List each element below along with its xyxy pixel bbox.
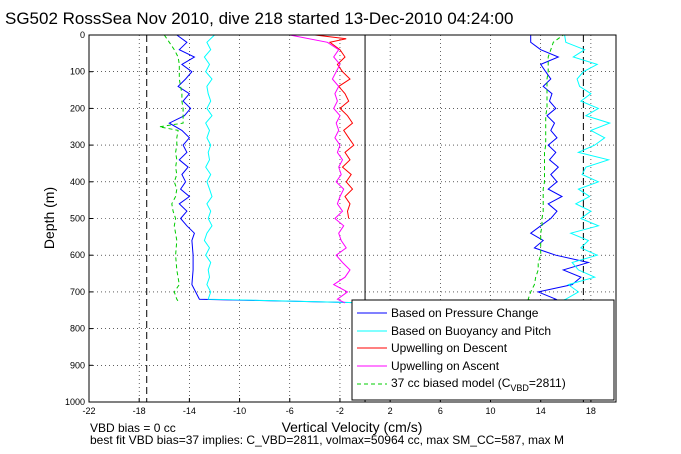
chart-title: SG502 RossSea Nov 2010, dive 218 started… xyxy=(5,9,513,28)
vbd-bias-text: VBD bias = 0 cc xyxy=(90,421,176,435)
legend-label-pressure: Based on Pressure Change xyxy=(391,306,539,320)
y-tick-label: 300 xyxy=(70,140,85,150)
legend-label-model-prefix: 37 cc biased model (C xyxy=(391,376,511,390)
legend-box xyxy=(351,299,615,401)
x-tick-label: 2 xyxy=(388,406,393,416)
best-fit-text: best fit VBD bias=37 implies: C_VBD=2811… xyxy=(90,433,564,447)
y-tick-label: 900 xyxy=(70,360,85,370)
y-tick-label: 700 xyxy=(70,287,85,297)
y-tick-label: 100 xyxy=(70,67,85,77)
series-line-based-on-pressure-change xyxy=(529,35,591,304)
y-tick-label: 1000 xyxy=(65,397,85,407)
series-line-upwelling-on-ascent xyxy=(289,34,351,304)
legend-label-model-subscript: VBD xyxy=(510,383,529,393)
x-axis-label: Vertical Velocity (cm/s) xyxy=(282,419,423,435)
y-tick-label: 0 xyxy=(80,30,85,40)
x-tick-label: -18 xyxy=(133,406,146,416)
y-axis-label: Depth (m) xyxy=(41,187,57,249)
legend-label-model-suffix: =2811) xyxy=(529,376,566,390)
y-tick-label: 400 xyxy=(70,177,85,187)
legend-label-descent: Upwelling on Descent xyxy=(391,341,508,355)
legend-label-buoyancy: Based on Buoyancy and Pitch xyxy=(391,324,551,338)
x-tick-label: -14 xyxy=(183,406,196,416)
x-tick-label: -6 xyxy=(286,406,294,416)
y-tick-label: 800 xyxy=(70,324,85,334)
x-tick-label: 10 xyxy=(486,406,496,416)
legend-label-ascent: Upwelling on Ascent xyxy=(391,359,500,373)
x-tick-label: 18 xyxy=(586,406,596,416)
x-tick-label: 14 xyxy=(536,406,546,416)
legend: Based on Pressure Change Based on Buoyan… xyxy=(351,299,615,401)
series-line-upwelling-on-descent xyxy=(314,34,355,219)
series-line-based-on-buoyancy-and-pitch xyxy=(203,34,366,304)
x-tick-label: -2 xyxy=(336,406,344,416)
series-line-37-cc-biased-model-cvbd-2811 xyxy=(159,34,184,304)
x-tick-label: -22 xyxy=(82,406,95,416)
series-layer xyxy=(159,34,612,304)
series-line-based-on-buoyancy-and-pitch xyxy=(555,34,612,304)
legend-label-model: 37 cc biased model (CVBD=2811) xyxy=(391,376,566,393)
y-tick-label: 500 xyxy=(70,214,85,224)
y-tick-label: 600 xyxy=(70,250,85,260)
y-tick-label: 200 xyxy=(70,103,85,113)
x-tick-label: 6 xyxy=(438,406,443,416)
x-tick-label: -10 xyxy=(233,406,246,416)
series-line-based-on-pressure-change xyxy=(168,34,366,304)
